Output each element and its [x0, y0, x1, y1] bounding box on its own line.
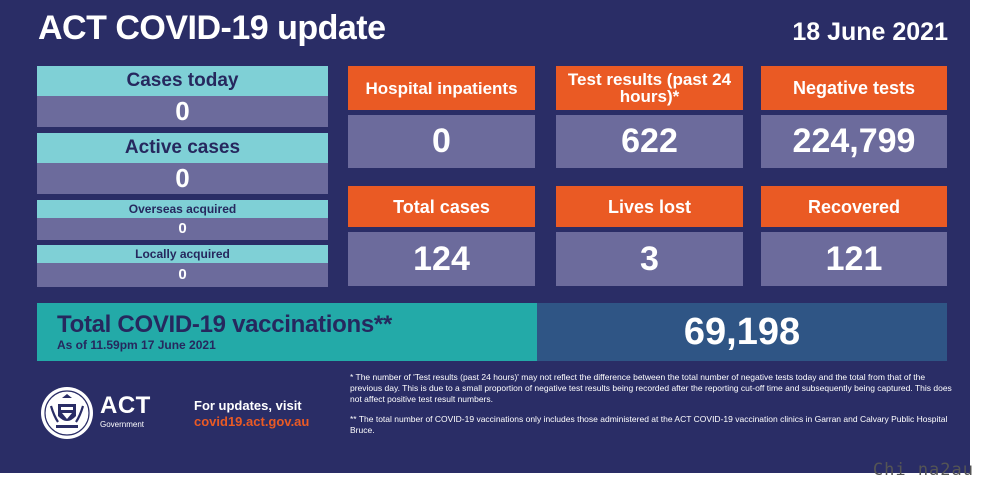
total-cases-label: Total cases: [348, 186, 535, 227]
test-results-value: 622: [556, 115, 743, 168]
watermark: Chi na2au: [872, 460, 974, 480]
vaccinations-value: 69,198: [537, 303, 947, 361]
active-cases-label: Active cases: [37, 133, 328, 163]
coat-of-arms-icon: [41, 387, 93, 439]
test-results-label: Test results (past 24 hours)*: [556, 66, 743, 110]
updates-text: For updates, visit: [194, 398, 302, 413]
cases-today-label: Cases today: [37, 66, 328, 96]
hospital-inpatients-label: Hospital inpatients: [348, 66, 535, 110]
report-date: 18 June 2021: [792, 18, 948, 46]
logo-name: ACT: [100, 392, 151, 419]
footnote-vaccinations: ** The total number of COVID-19 vaccinat…: [350, 414, 948, 436]
hospital-inpatients-value: 0: [348, 115, 535, 168]
locally-acquired-label: Locally acquired: [37, 245, 328, 263]
updates-link[interactable]: covid19.act.gov.au: [194, 413, 310, 429]
cases-today-value: 0: [37, 96, 328, 127]
negative-tests-label: Negative tests: [761, 66, 947, 110]
footnote-test-results: * The number of 'Test results (past 24 h…: [350, 372, 952, 405]
total-cases-value: 124: [348, 232, 535, 286]
lives-lost-value: 3: [556, 232, 743, 286]
vaccinations-label-panel: Total COVID-19 vaccinations** As of 11.5…: [37, 303, 537, 361]
page-title: ACT COVID-19 update: [38, 9, 386, 47]
act-government-logo: ACT Government: [40, 384, 160, 444]
covid-update-panel: ACT COVID-19 update 18 June 2021 Cases t…: [0, 0, 970, 473]
negative-tests-value: 224,799: [761, 115, 947, 168]
footnotes: * The number of 'Test results (past 24 h…: [350, 372, 956, 445]
active-cases-value: 0: [37, 163, 328, 194]
locally-acquired-value: 0: [37, 263, 328, 287]
overseas-acquired-value: 0: [37, 218, 328, 240]
overseas-acquired-label: Overseas acquired: [37, 200, 328, 218]
updates-info: For updates, visit covid19.act.gov.au: [194, 398, 309, 429]
recovered-label: Recovered: [761, 186, 947, 227]
logo-subtitle: Government: [100, 420, 145, 429]
vaccinations-as-of: As of 11.59pm 17 June 2021: [57, 338, 216, 352]
recovered-value: 121: [761, 232, 947, 286]
lives-lost-label: Lives lost: [556, 186, 743, 227]
vaccinations-label: Total COVID-19 vaccinations**: [57, 311, 392, 338]
